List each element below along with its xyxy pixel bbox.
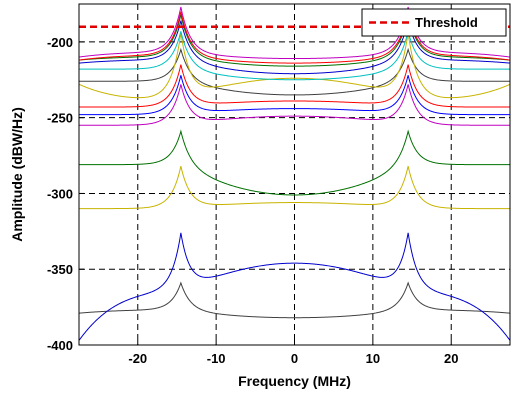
- series-line-10: [79, 31, 510, 81]
- series-line-12: [79, 14, 510, 67]
- series-line-4: [79, 129, 510, 196]
- series-line-7: [79, 64, 510, 108]
- y-tick-label: -250: [47, 111, 73, 126]
- y-axis-label: Amplitude (dBW/Hz): [9, 107, 25, 242]
- series-line-1: [79, 281, 510, 319]
- y-tick-label: -200: [47, 35, 73, 50]
- series-line-5: [79, 84, 510, 126]
- series-line-2: [79, 232, 510, 341]
- series-line-13: [79, 11, 510, 64]
- series-line-6: [79, 75, 510, 116]
- series-line-9: [79, 32, 510, 99]
- x-tick-label: 10: [366, 351, 380, 366]
- series-layer: [79, 6, 510, 341]
- series-line-11: [79, 20, 510, 75]
- x-tick-label: -10: [207, 351, 226, 366]
- x-tick-label: -20: [128, 351, 147, 366]
- y-tick-label: -350: [47, 262, 73, 277]
- series-line-8: [79, 47, 510, 96]
- series-line-14: [79, 6, 510, 60]
- x-tick-label: 0: [291, 351, 298, 366]
- series-line-3: [79, 166, 510, 210]
- x-axis-label: Frequency (MHz): [238, 373, 351, 389]
- axis-ticks: -20 -10 0 10 20 -400 -350 -300 -250 -200: [47, 35, 458, 366]
- y-tick-label: -300: [47, 186, 73, 201]
- legend: Threshold: [361, 8, 507, 37]
- legend-threshold-label: Threshold: [415, 15, 478, 30]
- x-tick-label: 20: [444, 351, 458, 366]
- y-tick-label: -400: [47, 338, 73, 353]
